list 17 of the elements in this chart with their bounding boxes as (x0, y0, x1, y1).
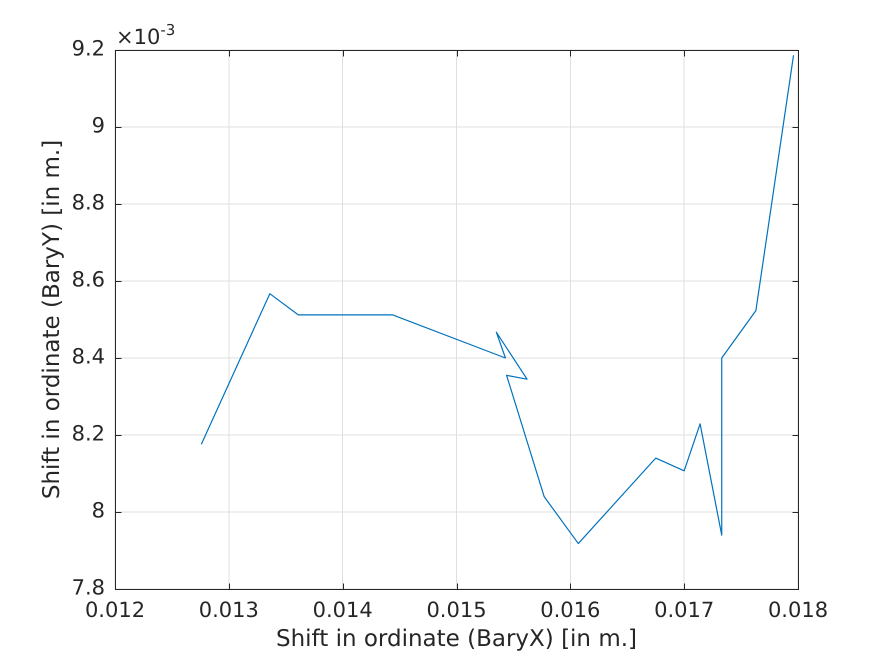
x-tick-label: 0.017 (654, 598, 714, 622)
x-tick-label: 0.016 (540, 598, 600, 622)
x-axis-title: Shift in ordinate (BaryX) [in m.] (276, 626, 638, 652)
x-tick-label: 0.014 (312, 598, 373, 622)
x-tick-label: 0.013 (198, 598, 259, 622)
y-tick-label: 7.8 (72, 575, 105, 600)
y-tick-label: 8.2 (72, 421, 105, 446)
y-tick-label: 8 (92, 498, 105, 522)
y-tick-label: 9.2 (72, 36, 105, 60)
x-tick-label: 0.015 (426, 598, 487, 622)
y-tick-label: 8.6 (72, 267, 105, 292)
x-tick-label: 0.018 (768, 598, 828, 622)
y-axis-title: Shift in ordinate (BaryY) [in m.] (38, 140, 65, 500)
y-tick-label: 8.8 (72, 190, 105, 214)
y-tick-label: 8.4 (72, 344, 105, 368)
x-tick-label: 0.012 (84, 598, 146, 622)
y-tick-label: 9 (92, 113, 105, 138)
